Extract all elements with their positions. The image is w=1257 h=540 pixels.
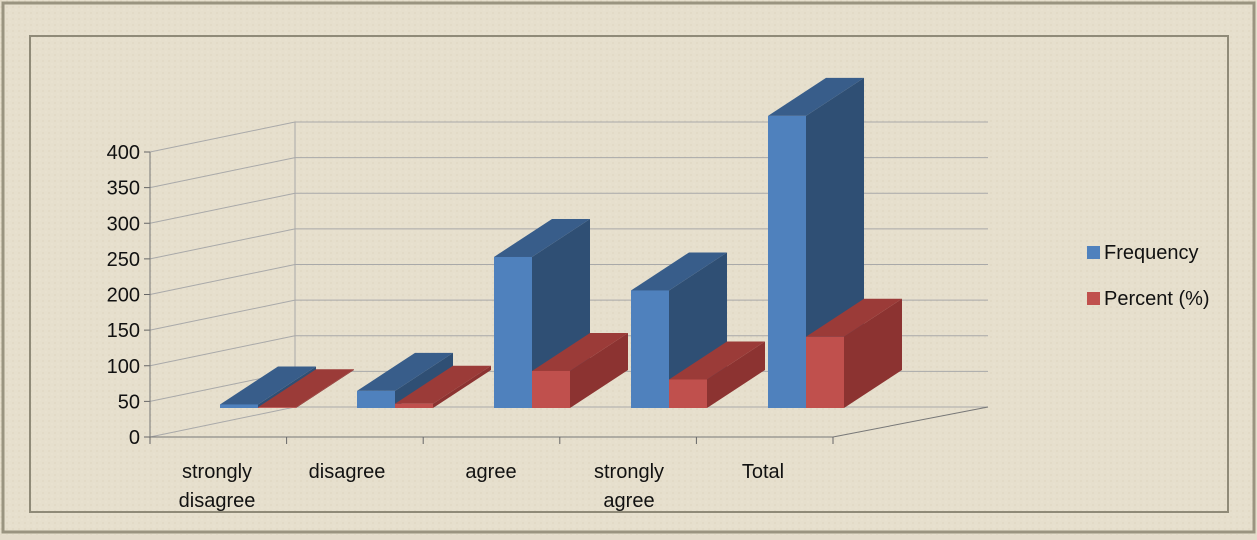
bar-front-face — [806, 336, 844, 408]
bar-side-face — [433, 365, 491, 408]
bar-side-face — [570, 332, 628, 408]
bar-front-face — [220, 404, 258, 408]
bar-top-face — [494, 218, 590, 257]
floor-right-edge — [832, 406, 989, 438]
y-tick-label: 300 — [107, 213, 140, 235]
y-tick-label: 0 — [129, 427, 140, 449]
bar-front-face — [357, 390, 395, 408]
bar-percent — [669, 341, 765, 408]
gridline-side — [149, 264, 296, 295]
bar-top-face — [768, 77, 864, 116]
gridline-side — [149, 121, 296, 153]
bar-side-face — [844, 298, 902, 408]
bar-front-face — [669, 379, 707, 408]
gridline-side — [149, 157, 296, 189]
x-category-label: Total — [742, 461, 784, 483]
bar-top-face — [806, 298, 902, 337]
bar-front-face — [494, 256, 532, 408]
gridline-side — [149, 299, 296, 331]
x-category-label: strongly disagree — [179, 461, 256, 512]
labels-layer: 0 50 100 150 200 250 300 350 400 strongly disagree… — [107, 142, 785, 512]
legend: Frequency Percent (%) — [1087, 242, 1210, 310]
bar-side-face — [296, 369, 354, 408]
gridline-side — [149, 406, 296, 438]
bar-top-face — [631, 252, 727, 291]
legend-label-frequency: Frequency — [1104, 242, 1199, 264]
bar-percent — [395, 365, 491, 408]
legend-swatch-frequency — [1087, 246, 1100, 259]
bar-front-face — [258, 407, 296, 408]
bar-top-face — [532, 332, 628, 371]
bar-percent — [258, 369, 354, 408]
x-category-label: strongly agree — [594, 461, 664, 512]
bar-top-face — [220, 366, 316, 405]
gridline-side — [149, 335, 296, 367]
y-tick-label: 250 — [107, 249, 140, 271]
bar-front-face — [532, 370, 570, 408]
bar-percent — [532, 332, 628, 408]
bar-frequency — [631, 252, 727, 408]
y-tick-label: 400 — [107, 142, 140, 164]
chart-border-inner — [29, 35, 1229, 513]
x-category-label: agree — [465, 461, 516, 483]
bar-top-face — [357, 352, 453, 391]
bar-side-face — [258, 366, 316, 408]
gridline-side — [149, 192, 296, 224]
y-tick-label: 200 — [107, 285, 140, 307]
y-tick-label: 150 — [107, 320, 140, 342]
bar-front-face — [395, 403, 433, 408]
bar-top-face — [258, 369, 354, 408]
y-tick-label: 350 — [107, 178, 140, 200]
y-tick-label: 50 — [118, 391, 140, 413]
bar-percent — [806, 298, 902, 408]
bar-frequency — [220, 366, 316, 408]
bar-front-face — [768, 115, 806, 408]
legend-swatch-percent — [1087, 292, 1100, 305]
y-tick-label: 100 — [107, 356, 140, 378]
x-category-label: disagree — [309, 461, 386, 483]
legend-label-percent: Percent (%) — [1104, 288, 1210, 310]
bar-top-face — [669, 341, 765, 380]
bars-layer — [220, 77, 902, 408]
bar-top-face — [395, 365, 491, 404]
gridline-side — [149, 228, 296, 260]
bar-side-face — [707, 341, 765, 408]
bar-front-face — [631, 290, 669, 408]
